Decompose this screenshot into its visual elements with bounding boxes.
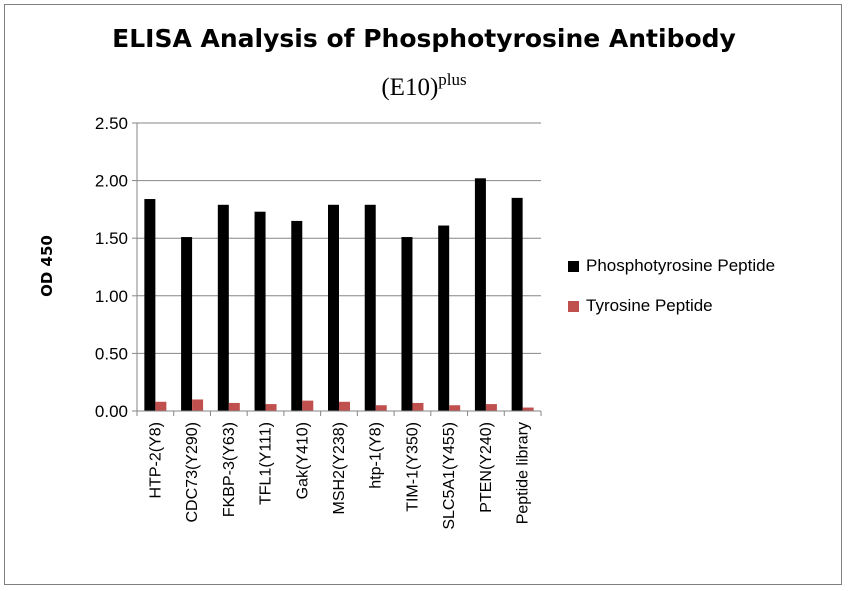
y-tick-label: 1.00 <box>95 287 128 306</box>
bar-tyrosine <box>302 400 314 411</box>
bar-phosphotyrosine <box>474 178 486 411</box>
bar-tyrosine <box>265 404 277 411</box>
bar-phosphotyrosine <box>291 220 303 411</box>
legend-swatch-tyrosine <box>568 300 579 312</box>
legend-item-tyrosine: Tyrosine Peptide <box>568 295 775 317</box>
tick-labels: 0.00 0.50 1.00 1.50 2.00 2.50 HTP-2(Y8) CDC73(Y… <box>95 114 532 530</box>
bar-tyrosine <box>375 405 387 411</box>
legend-label-phosphotyrosine: Phosphotyrosine Peptide <box>586 256 776 275</box>
legend-swatch-phosphotyrosine <box>568 260 579 272</box>
y-axis-title: OD 450 <box>38 235 56 297</box>
chart-subtitle-superscript: plus <box>438 70 467 89</box>
x-category-label: Gak(Y410) <box>294 422 311 499</box>
bar-phosphotyrosine <box>181 237 193 411</box>
bar-tyrosine <box>339 401 350 411</box>
x-category-label: PTEN(Y240) <box>478 422 495 513</box>
y-tick-label: 2.00 <box>95 172 128 191</box>
x-category-label: htp-1(Y8) <box>368 422 385 489</box>
bar-tyrosine <box>228 402 240 411</box>
x-category-label: MSH2(Y238) <box>331 422 348 514</box>
legend-item-phosphotyrosine: Phosphotyrosine Peptide <box>568 255 775 277</box>
legend-label-tyrosine: Tyrosine Peptide <box>586 296 713 315</box>
y-tick-label: 0.50 <box>95 344 128 363</box>
bar-tyrosine <box>155 401 167 411</box>
bar-tyrosine <box>192 399 204 411</box>
chart-subtitle: (E10)plus <box>0 70 848 102</box>
bar-phosphotyrosine <box>328 204 339 411</box>
x-category-label: TIM-1(Y350) <box>404 422 421 512</box>
bar-tyrosine <box>412 402 424 411</box>
chart-subtitle-main: (E10) <box>381 74 439 101</box>
bar-phosphotyrosine <box>401 237 413 411</box>
x-category-label: HTP-2(Y8) <box>147 422 164 498</box>
bar-phosphotyrosine <box>364 204 376 411</box>
legend: Phosphotyrosine Peptide Tyrosine Peptide <box>568 255 775 335</box>
bar-phosphotyrosine <box>511 197 523 411</box>
x-category-label: CDC73(Y290) <box>184 422 201 522</box>
bar-phosphotyrosine <box>254 211 266 411</box>
y-tick-label: 0.00 <box>95 402 128 421</box>
chart-frame <box>4 4 842 585</box>
y-tick-label: 2.50 <box>95 114 128 133</box>
bar-phosphotyrosine <box>438 225 450 411</box>
bar-tyrosine <box>449 405 461 411</box>
y-tick-label: 1.50 <box>95 229 128 248</box>
bar-tyrosine <box>522 407 534 411</box>
bars <box>144 178 534 411</box>
bar-phosphotyrosine <box>217 204 229 411</box>
x-category-label: TFL1(Y111) <box>258 422 275 505</box>
chart-title: ELISA Analysis of Phosphotyrosine Antibo… <box>112 24 736 53</box>
bar-tyrosine <box>485 404 497 411</box>
x-category-label: Peptide library <box>515 422 532 524</box>
bar-phosphotyrosine <box>144 199 156 411</box>
x-category-label: FKBP-3(Y63) <box>221 422 238 517</box>
axes <box>132 122 542 416</box>
x-category-label: SLC5A1(Y455) <box>441 422 458 530</box>
